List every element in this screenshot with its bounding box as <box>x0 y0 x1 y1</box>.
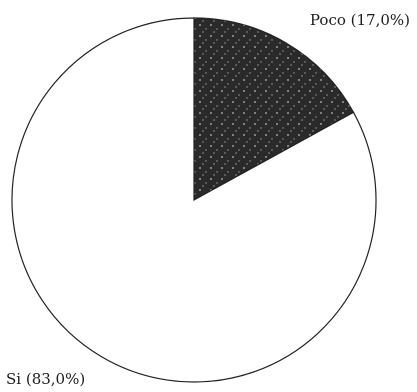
pie-slice-texture-1 <box>194 18 354 200</box>
pie-labels: Poco (17,0%) Si (83,0%) <box>6 11 410 388</box>
pie-label-2: Si (83,0%) <box>6 370 85 388</box>
pie-slices <box>11 17 377 383</box>
pie-slice-2 <box>11 17 377 383</box>
pie-label-1: Poco (17,0%) <box>310 11 410 29</box>
